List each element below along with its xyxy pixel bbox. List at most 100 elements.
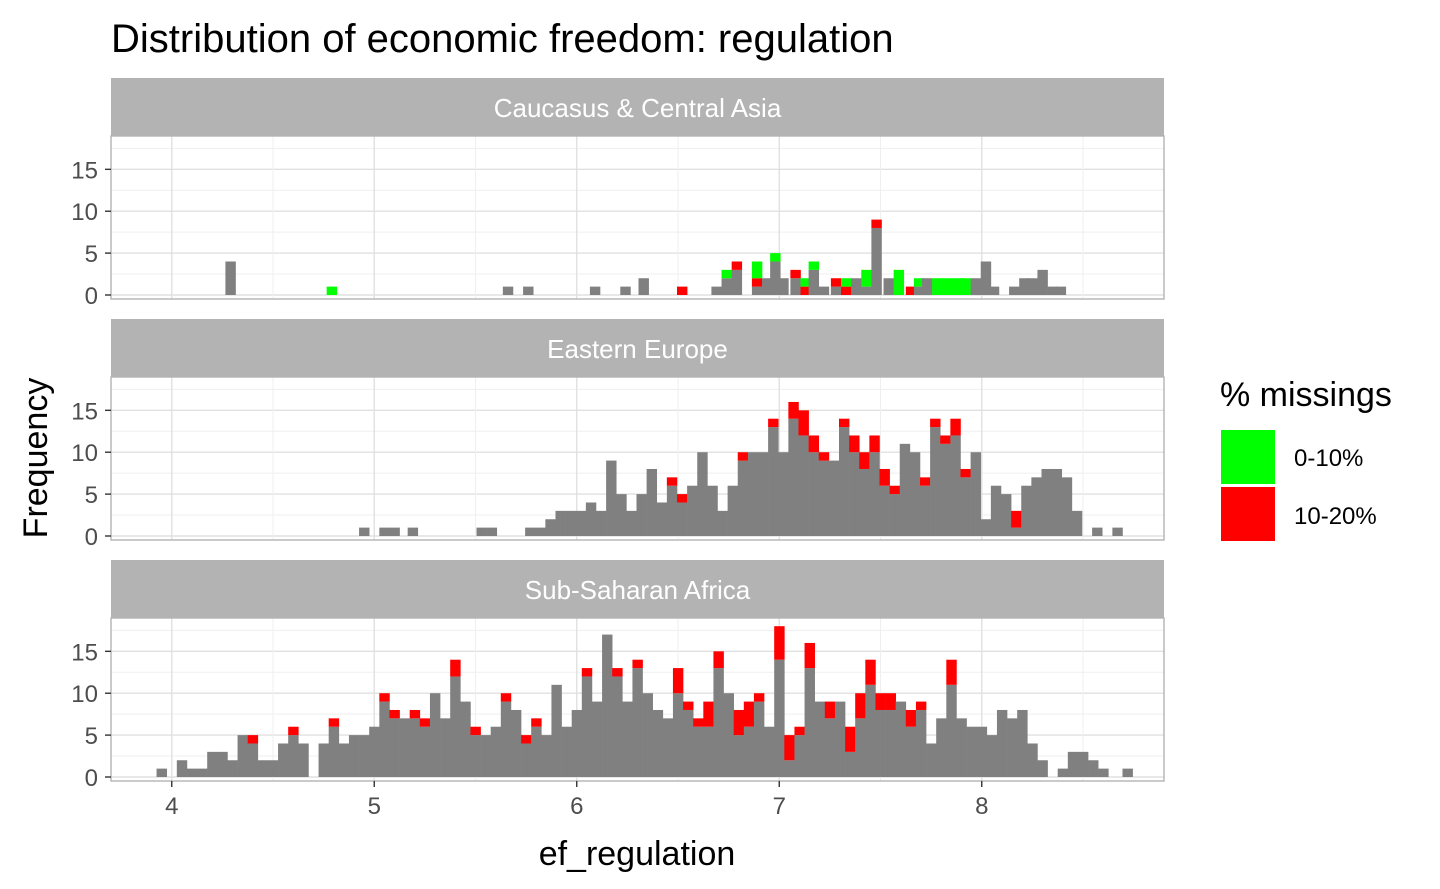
histogram-bar-base xyxy=(227,760,238,777)
histogram-bar-base xyxy=(399,718,410,777)
histogram-bar-red xyxy=(919,477,931,486)
histogram-bar-red xyxy=(905,709,917,727)
x-tick-label: 7 xyxy=(773,793,786,820)
histogram-bar-base xyxy=(407,527,419,536)
histogram-bar-base xyxy=(922,278,933,295)
histogram-bar-base xyxy=(1047,286,1058,295)
legend-swatch-0-10 xyxy=(1221,430,1275,484)
histogram-bar-green xyxy=(893,269,905,295)
histogram-bar-base xyxy=(711,286,722,295)
histogram-bar-base xyxy=(561,726,572,777)
legend-label-0-10: 0-10% xyxy=(1294,445,1363,472)
histogram-bar-red xyxy=(731,261,743,270)
histogram-bar-base xyxy=(1007,718,1018,777)
histogram-bar-base xyxy=(721,278,732,295)
histogram-bar-base xyxy=(622,701,633,777)
histogram-bar-base xyxy=(1088,760,1099,777)
histogram-bar-green xyxy=(751,261,763,279)
histogram-bar-base xyxy=(778,452,789,536)
histogram-bar-base xyxy=(762,278,773,295)
histogram-bar-red xyxy=(581,668,593,677)
histogram-bar-base xyxy=(1055,286,1067,295)
histogram-bar-green xyxy=(800,278,811,287)
histogram-bar-base xyxy=(770,261,781,295)
histogram-bar-base xyxy=(531,726,542,777)
histogram-bar-base xyxy=(828,460,840,536)
histogram-bar-base xyxy=(257,760,269,777)
histogram-bar-red xyxy=(808,435,820,453)
histogram-bar-base xyxy=(1112,527,1123,536)
histogram-bar-green xyxy=(841,278,852,287)
panel-border xyxy=(110,376,1165,541)
histogram-bar-base xyxy=(1061,477,1073,536)
histogram-bar-base xyxy=(693,726,704,777)
histogram-bar-base xyxy=(267,760,279,777)
histogram-bar-base xyxy=(620,286,631,295)
histogram-bar-green xyxy=(721,269,732,279)
histogram-bar-base xyxy=(1011,527,1022,536)
histogram-bar-red xyxy=(676,286,688,295)
histogram-bar-base xyxy=(636,494,647,536)
histogram-bar-base xyxy=(851,278,862,295)
histogram-bar-green xyxy=(942,278,953,295)
histogram-bar-base xyxy=(460,701,471,777)
histogram-bar-base xyxy=(626,510,637,536)
y-tick-label: 0 xyxy=(85,765,98,792)
legend: % missings 0-10% 10-20% xyxy=(1220,376,1392,541)
x-axis: 4 5 6 7 8 xyxy=(165,781,988,820)
histogram-bar-base xyxy=(885,709,896,777)
histogram-bar-base xyxy=(486,527,498,536)
histogram-bar-base xyxy=(612,676,623,777)
y-tick-label: 5 xyxy=(85,241,98,268)
histogram-bar-base xyxy=(1019,278,1030,295)
histogram-bar-base xyxy=(950,435,961,536)
facet-panel: Eastern Europe 0 5 10 15 xyxy=(71,319,1165,551)
histogram-bar-base xyxy=(521,743,532,777)
histogram-bar-base xyxy=(1092,527,1103,536)
histogram-bar-base xyxy=(818,460,830,536)
histogram-bar-red xyxy=(794,726,805,736)
x-tick-label: 4 xyxy=(165,793,178,820)
histogram-bar-base xyxy=(318,743,329,777)
histogram-bar-red xyxy=(879,468,890,486)
histogram-bar-base xyxy=(1057,768,1069,777)
histogram-bar-base xyxy=(389,527,400,536)
facet-strip-label: Sub-Saharan Africa xyxy=(525,575,751,605)
facet-strip-label: Caucasus & Central Asia xyxy=(494,93,782,123)
histogram-bar-base xyxy=(778,278,789,295)
histogram-bar-base xyxy=(217,751,228,777)
histogram-bar-base xyxy=(865,684,876,777)
y-tick-label: 0 xyxy=(85,283,98,310)
chart-title: Distribution of economic freedom: regula… xyxy=(111,17,894,61)
histogram-bar-base xyxy=(555,510,566,536)
facet-panel: Sub-Saharan Africa 0 5 10 15 xyxy=(71,560,1165,792)
histogram-bar-base xyxy=(926,743,937,777)
histogram-bar-red xyxy=(751,278,763,287)
histogram-bar-base xyxy=(764,726,775,777)
histogram-bar-green xyxy=(960,278,971,295)
histogram-bar-red xyxy=(768,418,779,428)
histogram-bar-base xyxy=(909,452,921,536)
histogram-bar-red xyxy=(838,418,850,428)
histogram-bar-base xyxy=(409,718,421,777)
histogram-bar-base xyxy=(379,527,390,536)
histogram-bar-green xyxy=(932,278,943,295)
histogram-bar-red xyxy=(753,693,765,702)
histogram-bar-base xyxy=(861,286,872,295)
histogram-bar-base xyxy=(747,452,759,536)
histogram-bar-base xyxy=(502,286,514,295)
histogram-bar-base xyxy=(986,735,998,777)
histogram-bar-base xyxy=(919,485,931,536)
histogram-bar-green xyxy=(952,278,963,295)
histogram-bar-base xyxy=(541,735,552,777)
histogram-bar-base xyxy=(889,494,901,536)
histogram-bar-red xyxy=(818,452,830,461)
histogram-bar-red xyxy=(859,452,870,469)
histogram-bar-base xyxy=(808,452,820,536)
histogram-bar-red xyxy=(946,659,957,685)
histogram-bar-base xyxy=(871,227,882,295)
histogram-bar-base xyxy=(616,494,627,536)
histogram-bar-red xyxy=(713,651,724,669)
histogram-bar-red xyxy=(849,435,860,453)
